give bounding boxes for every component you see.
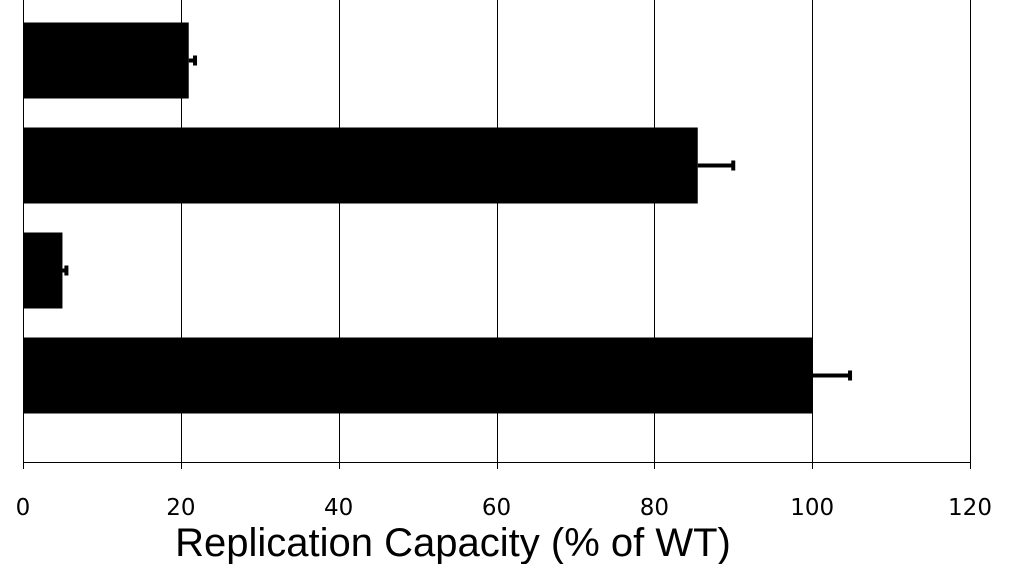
bar [23, 232, 63, 309]
bars [23, 22, 813, 414]
x-tick-label: 60 [482, 495, 511, 521]
x-axis-title: Replication Capacity (% of WT) [175, 521, 731, 564]
axes [23, 0, 971, 469]
x-tick-labels: 0 20 40 60 80 100 120 [16, 495, 992, 521]
error-bars [62, 55, 853, 381]
bar [23, 337, 813, 414]
x-tick-label: 100 [790, 495, 834, 521]
x-tick-label: 0 [16, 495, 31, 521]
x-tick-label: 80 [640, 495, 669, 521]
x-tick-label: 40 [324, 495, 353, 521]
x-tick-label: 20 [166, 495, 195, 521]
x-tick-label: 120 [948, 495, 992, 521]
bar [23, 127, 698, 204]
bar [23, 22, 189, 99]
